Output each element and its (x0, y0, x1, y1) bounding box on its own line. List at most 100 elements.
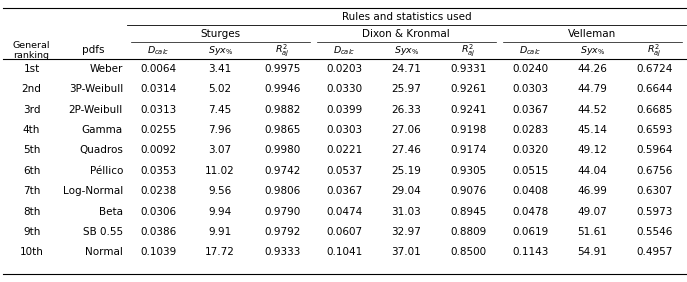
Text: 0.9806: 0.9806 (264, 186, 300, 196)
Text: $D_{calc}$: $D_{calc}$ (333, 44, 355, 56)
Text: 9.56: 9.56 (209, 186, 232, 196)
Text: 0.9076: 0.9076 (450, 186, 486, 196)
Text: 0.9174: 0.9174 (450, 146, 486, 155)
Text: 29.04: 29.04 (392, 186, 421, 196)
Text: 3.41: 3.41 (209, 64, 232, 74)
Text: Velleman: Velleman (568, 28, 617, 39)
Text: 37.01: 37.01 (392, 247, 421, 257)
Text: 7th: 7th (23, 186, 41, 196)
Text: 54.91: 54.91 (578, 247, 607, 257)
Text: Sturges: Sturges (200, 28, 240, 39)
Text: 8th: 8th (23, 206, 41, 217)
Text: 0.6724: 0.6724 (636, 64, 673, 74)
Text: 0.0314: 0.0314 (140, 84, 177, 94)
Text: 0.0283: 0.0283 (513, 125, 549, 135)
Text: 0.9305: 0.9305 (450, 166, 486, 176)
Text: 0.0353: 0.0353 (140, 166, 177, 176)
Text: 10th: 10th (20, 247, 43, 257)
Text: Rules and statistics used: Rules and statistics used (341, 12, 471, 22)
Text: $Syx_{\%}$: $Syx_{\%}$ (394, 44, 419, 57)
Text: 4th: 4th (23, 125, 41, 135)
Text: 0.6593: 0.6593 (636, 125, 673, 135)
Text: $R^{2}_{aj}$: $R^{2}_{aj}$ (647, 42, 662, 58)
Text: 0.6307: 0.6307 (636, 186, 673, 196)
Text: 0.0240: 0.0240 (513, 64, 548, 74)
Text: 0.4957: 0.4957 (636, 247, 673, 257)
Text: 0.5964: 0.5964 (636, 146, 673, 155)
Text: 44.79: 44.79 (578, 84, 607, 94)
Text: 0.9241: 0.9241 (450, 105, 486, 114)
Text: 27.06: 27.06 (392, 125, 421, 135)
Text: 6th: 6th (23, 166, 41, 176)
Text: 0.0330: 0.0330 (326, 84, 362, 94)
Text: 0.0367: 0.0367 (326, 186, 363, 196)
Text: Gamma: Gamma (82, 125, 123, 135)
Text: 9.94: 9.94 (209, 206, 232, 217)
Text: 44.52: 44.52 (578, 105, 607, 114)
Text: 0.9792: 0.9792 (264, 227, 300, 237)
Text: 0.9882: 0.9882 (264, 105, 300, 114)
Text: 32.97: 32.97 (392, 227, 421, 237)
Text: 0.0064: 0.0064 (140, 64, 176, 74)
Text: 3P-Weibull: 3P-Weibull (69, 84, 123, 94)
Text: 0.5546: 0.5546 (636, 227, 673, 237)
Text: 7.45: 7.45 (209, 105, 232, 114)
Text: 0.6685: 0.6685 (636, 105, 673, 114)
Text: 0.0367: 0.0367 (513, 105, 549, 114)
Text: Normal: Normal (85, 247, 123, 257)
Text: $D_{calc}$: $D_{calc}$ (147, 44, 169, 56)
Text: 7.96: 7.96 (209, 125, 232, 135)
Text: Weber: Weber (89, 64, 123, 74)
Text: 0.0303: 0.0303 (326, 125, 362, 135)
Text: Péllico: Péllico (89, 166, 123, 176)
Text: 51.61: 51.61 (578, 227, 607, 237)
Text: 0.0238: 0.0238 (140, 186, 177, 196)
Text: 0.8809: 0.8809 (450, 227, 486, 237)
Text: 25.19: 25.19 (392, 166, 421, 176)
Text: 0.0607: 0.0607 (326, 227, 362, 237)
Text: 0.9946: 0.9946 (264, 84, 300, 94)
Text: 0.0320: 0.0320 (513, 146, 548, 155)
Text: 0.9742: 0.9742 (264, 166, 300, 176)
Text: 0.9980: 0.9980 (264, 146, 300, 155)
Text: 2P-Weibull: 2P-Weibull (69, 105, 123, 114)
Text: 0.8945: 0.8945 (450, 206, 486, 217)
Text: 46.99: 46.99 (578, 186, 607, 196)
Text: 0.9333: 0.9333 (264, 247, 300, 257)
Text: 0.9261: 0.9261 (450, 84, 486, 94)
Text: $Syx_{\%}$: $Syx_{\%}$ (207, 44, 233, 57)
Text: 0.0255: 0.0255 (140, 125, 177, 135)
Text: 0.9331: 0.9331 (450, 64, 486, 74)
Text: 31.03: 31.03 (392, 206, 421, 217)
Text: 0.5973: 0.5973 (636, 206, 673, 217)
Text: $R^{2}_{aj}$: $R^{2}_{aj}$ (461, 42, 475, 58)
Text: 0.6644: 0.6644 (636, 84, 673, 94)
Text: Dixon & Kronmal: Dixon & Kronmal (363, 28, 450, 39)
Text: 5.02: 5.02 (209, 84, 232, 94)
Text: 44.26: 44.26 (578, 64, 607, 74)
Text: 0.6756: 0.6756 (636, 166, 673, 176)
Text: 0.0537: 0.0537 (326, 166, 363, 176)
Text: 44.04: 44.04 (578, 166, 607, 176)
Text: 0.0092: 0.0092 (140, 146, 176, 155)
Text: 0.0478: 0.0478 (513, 206, 549, 217)
Text: 0.0515: 0.0515 (513, 166, 549, 176)
Text: 0.9790: 0.9790 (264, 206, 300, 217)
Text: 0.0313: 0.0313 (140, 105, 177, 114)
Text: Quadros: Quadros (79, 146, 123, 155)
Text: 26.33: 26.33 (392, 105, 421, 114)
Text: 9th: 9th (23, 227, 41, 237)
Text: 1st: 1st (23, 64, 40, 74)
Text: 17.72: 17.72 (205, 247, 235, 257)
Text: 0.0221: 0.0221 (326, 146, 363, 155)
Text: 0.0306: 0.0306 (140, 206, 176, 217)
Text: 49.07: 49.07 (578, 206, 607, 217)
Text: 0.0303: 0.0303 (513, 84, 548, 94)
Text: 49.12: 49.12 (578, 146, 607, 155)
Text: 5th: 5th (23, 146, 41, 155)
Text: 0.9865: 0.9865 (264, 125, 300, 135)
Text: 0.0474: 0.0474 (326, 206, 363, 217)
Text: General
ranking: General ranking (13, 41, 50, 60)
Text: 0.9975: 0.9975 (264, 64, 300, 74)
Text: Beta: Beta (99, 206, 123, 217)
